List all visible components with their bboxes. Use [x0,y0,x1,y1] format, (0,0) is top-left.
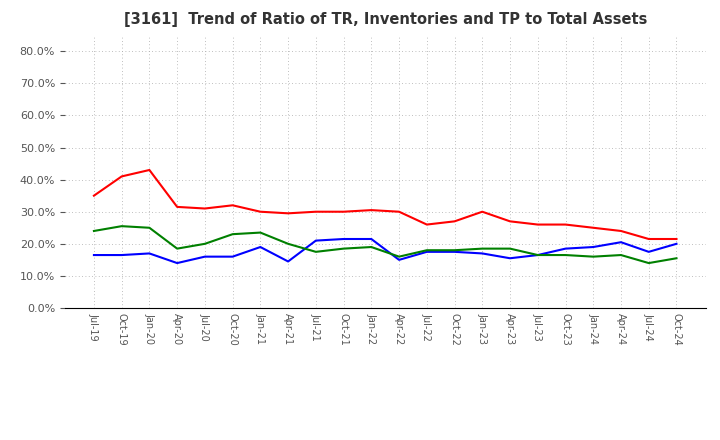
Trade Payables [256,230,265,235]
Trade Receivables [644,236,653,242]
Trade Receivables [312,209,320,214]
Trade Receivables [395,209,403,214]
Inventories [561,246,570,251]
Inventories [284,259,292,264]
Trade Payables [534,253,542,258]
Trade Receivables [534,222,542,227]
Line: Inventories: Inventories [94,239,677,263]
Trade Payables [672,256,681,261]
Inventories [256,244,265,249]
Trade Payables [644,260,653,266]
Inventories [228,254,237,259]
Inventories [312,238,320,243]
Trade Receivables [478,209,487,214]
Trade Receivables [672,236,681,242]
Trade Payables [616,253,625,258]
Trade Receivables [450,219,459,224]
Trade Payables [201,241,210,246]
Title: [3161]  Trend of Ratio of TR, Inventories and TP to Total Assets: [3161] Trend of Ratio of TR, Inventories… [124,12,647,27]
Trade Payables [173,246,181,251]
Trade Receivables [117,174,126,179]
Trade Payables [312,249,320,254]
Inventories [339,236,348,242]
Line: Trade Payables: Trade Payables [94,226,677,263]
Inventories [672,241,681,246]
Trade Payables [145,225,154,231]
Trade Receivables [256,209,265,214]
Trade Payables [395,254,403,259]
Trade Receivables [89,193,98,198]
Trade Receivables [423,222,431,227]
Inventories [505,256,514,261]
Inventories [145,251,154,256]
Trade Payables [505,246,514,251]
Inventories [89,253,98,258]
Inventories [423,249,431,254]
Trade Receivables [367,208,376,213]
Inventories [616,239,625,245]
Inventories [534,253,542,258]
Inventories [367,236,376,242]
Trade Receivables [145,167,154,172]
Inventories [450,249,459,254]
Trade Payables [284,241,292,246]
Trade Payables [339,246,348,251]
Trade Receivables [201,206,210,211]
Inventories [117,253,126,258]
Inventories [589,244,598,249]
Trade Payables [367,244,376,249]
Inventories [201,254,210,259]
Trade Receivables [339,209,348,214]
Trade Payables [423,248,431,253]
Inventories [644,249,653,254]
Trade Receivables [616,228,625,234]
Trade Payables [228,231,237,237]
Trade Receivables [561,222,570,227]
Inventories [173,260,181,266]
Trade Receivables [173,204,181,209]
Trade Payables [589,254,598,259]
Inventories [395,257,403,263]
Trade Payables [117,224,126,229]
Trade Payables [450,248,459,253]
Line: Trade Receivables: Trade Receivables [94,170,677,239]
Trade Receivables [284,211,292,216]
Trade Receivables [589,225,598,231]
Trade Payables [478,246,487,251]
Inventories [478,251,487,256]
Trade Receivables [505,219,514,224]
Trade Payables [561,253,570,258]
Trade Receivables [228,203,237,208]
Trade Payables [89,228,98,234]
